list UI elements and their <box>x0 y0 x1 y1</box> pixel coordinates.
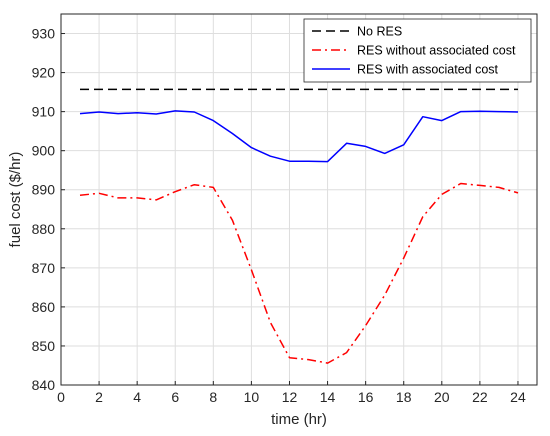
y-tick-label: 890 <box>32 182 56 198</box>
y-tick-label: 880 <box>32 221 56 237</box>
x-tick-label: 24 <box>510 389 526 405</box>
axis-ticks: 0 2 4 6 8 10 12 14 16 18 20 22 248408508608708808909… <box>32 26 526 405</box>
legend-box <box>303 18 532 83</box>
x-tick-label: 14 <box>320 389 336 405</box>
y-tick-label: 900 <box>32 143 56 159</box>
legend-entry-3: RES with associated cost <box>357 63 499 77</box>
y-axis-label: fuel cost ($/hr) <box>7 152 24 248</box>
y-tick-label: 860 <box>32 299 56 315</box>
y-tick-label: 920 <box>32 65 56 81</box>
x-tick-label: 16 <box>358 389 374 405</box>
y-tick-label: 870 <box>32 260 56 276</box>
x-axis-label: time (hr) <box>271 411 327 428</box>
x-tick-label: 20 <box>434 389 450 405</box>
legend: No RES RES without associated cost RES wit… <box>303 18 532 83</box>
legend-entry-1: No RES <box>357 25 402 39</box>
x-tick-label: 12 <box>282 389 298 405</box>
legend-entry-2: RES without associated cost <box>357 44 516 58</box>
x-tick-label: 8 <box>209 389 217 405</box>
x-tick-label: 18 <box>396 389 412 405</box>
plot-area-border <box>60 13 538 386</box>
y-tick-label: 930 <box>32 26 56 42</box>
x-tick-label: 4 <box>133 389 141 405</box>
x-tick-label: 22 <box>472 389 488 405</box>
y-tick-label: 910 <box>32 104 56 120</box>
x-tick-label: 2 <box>95 389 103 405</box>
series-line-2 <box>79 182 519 364</box>
y-tick-label: 850 <box>32 338 56 354</box>
x-tick-label: 6 <box>171 389 179 405</box>
y-tick-label: 840 <box>32 377 56 393</box>
x-tick-label: 10 <box>244 389 260 405</box>
series-lines <box>79 88 519 364</box>
series-line-3 <box>79 110 519 163</box>
x-tick-label: 0 <box>57 389 65 405</box>
